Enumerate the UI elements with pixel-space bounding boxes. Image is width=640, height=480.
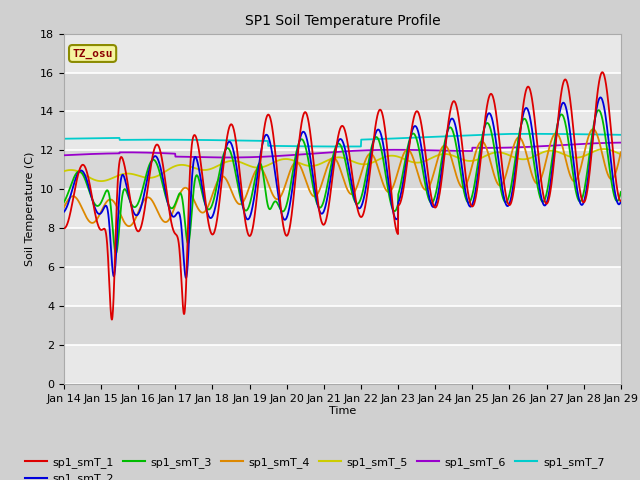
X-axis label: Time: Time — [329, 407, 356, 417]
sp1_smT_5 — [316, 161, 324, 167]
sp1_smT_7 — [60, 136, 68, 142]
sp1_smT_4 — [125, 223, 132, 229]
Line: sp1_smT_2: sp1_smT_2 — [64, 97, 621, 278]
sp1_smT_5 — [88, 176, 96, 182]
sp1_smT_4 — [499, 180, 506, 186]
sp1_smT_6 — [601, 140, 609, 146]
Bar — [64, 306, 621, 345]
sp1_smT_5 — [601, 146, 609, 152]
sp1_smT_6 — [331, 149, 339, 155]
sp1_smT_3 — [112, 250, 120, 256]
Title: SP1 Soil Temperature Profile: SP1 Soil Temperature Profile — [244, 14, 440, 28]
sp1_smT_7 — [617, 132, 625, 138]
sp1_smT_6 — [499, 145, 506, 151]
sp1_smT_4 — [60, 204, 68, 210]
sp1_smT_1 — [316, 214, 324, 219]
sp1_smT_2 — [596, 95, 604, 100]
sp1_smT_1 — [598, 69, 606, 75]
sp1_smT_2 — [60, 209, 68, 215]
sp1_smT_4 — [316, 185, 324, 191]
sp1_smT_7 — [339, 144, 346, 149]
sp1_smT_7 — [602, 132, 609, 137]
sp1_smT_5 — [600, 146, 607, 152]
sp1_smT_2 — [602, 111, 609, 117]
sp1_smT_7 — [601, 132, 609, 137]
sp1_smT_6 — [316, 150, 324, 156]
Line: sp1_smT_7: sp1_smT_7 — [64, 134, 621, 146]
sp1_smT_4 — [601, 162, 609, 168]
sp1_smT_6 — [60, 152, 68, 158]
sp1_smT_5 — [617, 151, 625, 157]
Line: sp1_smT_4: sp1_smT_4 — [64, 129, 621, 226]
sp1_smT_5 — [331, 155, 339, 161]
sp1_smT_2 — [88, 197, 96, 203]
Bar — [64, 72, 621, 111]
sp1_smT_5 — [97, 178, 105, 184]
sp1_smT_3 — [601, 131, 609, 137]
sp1_smT_7 — [524, 131, 532, 137]
sp1_smT_4 — [602, 163, 609, 169]
sp1_smT_3 — [331, 146, 339, 152]
sp1_smT_4 — [617, 149, 625, 155]
sp1_smT_2 — [182, 275, 190, 281]
sp1_smT_1 — [108, 317, 116, 323]
sp1_smT_1 — [60, 226, 68, 231]
sp1_smT_6 — [88, 151, 96, 157]
Text: TZ_osu: TZ_osu — [72, 48, 113, 59]
sp1_smT_6 — [601, 140, 609, 146]
sp1_smT_1 — [617, 198, 625, 204]
sp1_smT_3 — [88, 197, 96, 203]
sp1_smT_5 — [499, 150, 506, 156]
sp1_smT_1 — [331, 154, 339, 159]
sp1_smT_7 — [316, 144, 324, 149]
sp1_smT_2 — [331, 150, 339, 156]
Legend: sp1_smT_1, sp1_smT_2, sp1_smT_3, sp1_smT_4, sp1_smT_5, sp1_smT_6, sp1_smT_7: sp1_smT_1, sp1_smT_2, sp1_smT_3, sp1_smT… — [20, 453, 609, 480]
Line: sp1_smT_1: sp1_smT_1 — [64, 72, 621, 320]
sp1_smT_4 — [331, 156, 339, 161]
sp1_smT_3 — [316, 205, 324, 211]
sp1_smT_4 — [589, 126, 597, 132]
Line: sp1_smT_6: sp1_smT_6 — [64, 143, 621, 157]
sp1_smT_5 — [60, 168, 68, 174]
sp1_smT_6 — [223, 155, 231, 160]
Line: sp1_smT_3: sp1_smT_3 — [64, 110, 621, 253]
sp1_smT_6 — [617, 140, 625, 145]
sp1_smT_7 — [499, 131, 506, 137]
sp1_smT_3 — [499, 194, 506, 200]
sp1_smT_2 — [617, 199, 625, 204]
Bar — [64, 150, 621, 189]
sp1_smT_7 — [88, 135, 96, 141]
sp1_smT_2 — [316, 210, 324, 216]
sp1_smT_7 — [331, 144, 339, 149]
sp1_smT_3 — [595, 107, 602, 113]
sp1_smT_1 — [499, 169, 506, 175]
Bar — [64, 228, 621, 267]
sp1_smT_2 — [601, 109, 609, 115]
Line: sp1_smT_5: sp1_smT_5 — [64, 149, 621, 181]
sp1_smT_4 — [88, 220, 96, 226]
sp1_smT_1 — [602, 77, 609, 83]
sp1_smT_3 — [602, 133, 609, 139]
sp1_smT_3 — [617, 189, 625, 195]
sp1_smT_3 — [60, 199, 68, 205]
sp1_smT_1 — [88, 196, 96, 202]
sp1_smT_1 — [601, 75, 609, 81]
sp1_smT_5 — [602, 146, 609, 152]
Y-axis label: Soil Temperature (C): Soil Temperature (C) — [24, 152, 35, 266]
sp1_smT_2 — [499, 188, 506, 194]
